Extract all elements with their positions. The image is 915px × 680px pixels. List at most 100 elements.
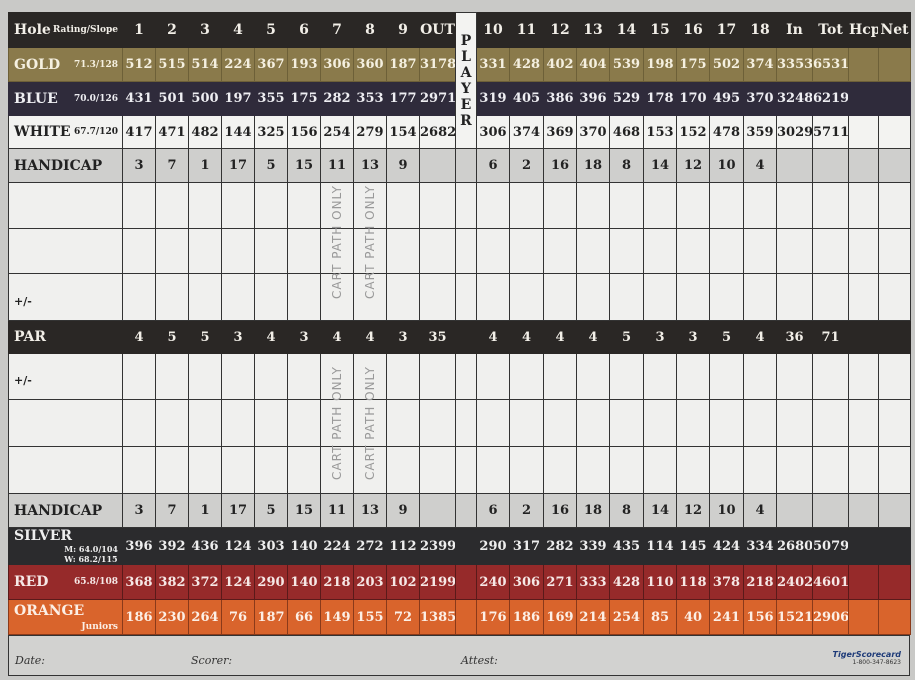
net-entry[interactable] xyxy=(878,81,911,116)
score-entry[interactable] xyxy=(122,353,156,400)
player-name-entry[interactable] xyxy=(8,399,123,447)
score-entry[interactable] xyxy=(287,273,321,321)
score-entry[interactable] xyxy=(320,446,354,494)
score-entry[interactable] xyxy=(155,273,189,321)
score-entry[interactable] xyxy=(576,399,610,447)
score-entry[interactable] xyxy=(643,399,677,447)
score-entry[interactable] xyxy=(254,446,288,494)
score-entry[interactable] xyxy=(848,446,879,494)
score-entry[interactable] xyxy=(221,446,255,494)
score-entry[interactable] xyxy=(221,399,255,447)
score-entry[interactable] xyxy=(878,273,911,321)
score-entry[interactable] xyxy=(609,182,644,229)
score-entry[interactable] xyxy=(812,399,849,447)
score-entry[interactable] xyxy=(155,228,189,274)
score-entry[interactable] xyxy=(776,228,813,274)
score-entry[interactable] xyxy=(188,273,222,321)
score-entry[interactable] xyxy=(676,228,710,274)
score-entry[interactable] xyxy=(122,399,156,447)
score-entry[interactable] xyxy=(743,273,777,321)
score-entry[interactable] xyxy=(188,182,222,229)
score-entry[interactable] xyxy=(676,399,710,447)
score-entry[interactable] xyxy=(543,182,577,229)
score-entry[interactable] xyxy=(509,353,544,400)
score-entry[interactable] xyxy=(878,353,911,400)
score-entry[interactable] xyxy=(609,446,644,494)
score-entry[interactable] xyxy=(122,182,156,229)
score-entry[interactable] xyxy=(543,353,577,400)
score-entry[interactable] xyxy=(812,353,849,400)
score-entry[interactable] xyxy=(455,228,477,274)
score-entry[interactable] xyxy=(709,228,744,274)
score-entry[interactable] xyxy=(254,353,288,400)
score-entry[interactable] xyxy=(287,353,321,400)
score-entry[interactable] xyxy=(643,446,677,494)
score-entry[interactable] xyxy=(848,228,879,274)
score-entry[interactable] xyxy=(353,446,387,494)
net-entry[interactable] xyxy=(878,527,911,565)
score-entry[interactable] xyxy=(743,446,777,494)
score-entry[interactable] xyxy=(878,182,911,229)
score-entry[interactable] xyxy=(419,446,456,494)
score-entry[interactable] xyxy=(419,228,456,274)
score-entry[interactable] xyxy=(122,273,156,321)
score-entry[interactable] xyxy=(419,182,456,229)
score-entry[interactable] xyxy=(543,228,577,274)
score-entry[interactable] xyxy=(848,353,879,400)
score-entry[interactable] xyxy=(476,273,510,321)
score-entry[interactable] xyxy=(155,399,189,447)
score-entry[interactable] xyxy=(576,182,610,229)
date-field[interactable]: Date: xyxy=(15,654,46,667)
score-entry[interactable] xyxy=(155,182,189,229)
score-entry[interactable] xyxy=(676,273,710,321)
score-entry[interactable] xyxy=(320,273,354,321)
score-entry[interactable] xyxy=(576,353,610,400)
score-entry[interactable] xyxy=(287,228,321,274)
score-entry[interactable] xyxy=(386,182,420,229)
score-entry[interactable] xyxy=(643,228,677,274)
score-entry[interactable] xyxy=(386,446,420,494)
score-entry[interactable] xyxy=(353,399,387,447)
score-entry[interactable] xyxy=(543,399,577,447)
score-entry[interactable] xyxy=(509,228,544,274)
player-name-entry[interactable] xyxy=(8,228,123,274)
score-entry[interactable] xyxy=(543,273,577,321)
score-entry[interactable] xyxy=(221,353,255,400)
score-entry[interactable] xyxy=(848,182,879,229)
score-entry[interactable] xyxy=(254,182,288,229)
score-entry[interactable] xyxy=(254,399,288,447)
score-entry[interactable] xyxy=(122,446,156,494)
hcp-entry[interactable] xyxy=(848,81,879,116)
score-entry[interactable] xyxy=(848,399,879,447)
score-entry[interactable] xyxy=(643,182,677,229)
score-entry[interactable] xyxy=(188,399,222,447)
net-entry[interactable] xyxy=(878,47,911,82)
score-entry[interactable] xyxy=(676,353,710,400)
score-entry[interactable] xyxy=(676,446,710,494)
score-entry[interactable] xyxy=(188,446,222,494)
score-entry[interactable] xyxy=(576,446,610,494)
score-entry[interactable] xyxy=(476,228,510,274)
hcp-entry[interactable] xyxy=(848,47,879,82)
score-entry[interactable] xyxy=(155,446,189,494)
score-entry[interactable] xyxy=(386,399,420,447)
score-entry[interactable] xyxy=(576,228,610,274)
score-entry[interactable] xyxy=(709,182,744,229)
score-entry[interactable] xyxy=(221,182,255,229)
net-entry[interactable] xyxy=(878,599,911,635)
score-entry[interactable] xyxy=(353,353,387,400)
score-entry[interactable] xyxy=(419,273,456,321)
score-entry[interactable] xyxy=(643,353,677,400)
score-entry[interactable] xyxy=(676,182,710,229)
attest-field[interactable]: Attest: xyxy=(461,654,498,667)
scorer-field[interactable]: Scorer: xyxy=(191,654,233,667)
score-entry[interactable] xyxy=(353,273,387,321)
hcp-entry[interactable] xyxy=(848,115,879,149)
score-entry[interactable] xyxy=(643,273,677,321)
score-entry[interactable] xyxy=(709,353,744,400)
score-entry[interactable] xyxy=(848,273,879,321)
player-name-entry[interactable] xyxy=(8,446,123,494)
score-entry[interactable] xyxy=(476,353,510,400)
hcp-entry[interactable] xyxy=(848,564,879,600)
score-entry[interactable] xyxy=(776,273,813,321)
